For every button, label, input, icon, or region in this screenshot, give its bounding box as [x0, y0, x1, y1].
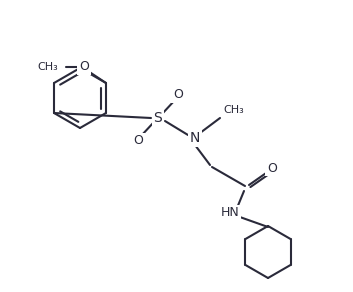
- Text: N: N: [190, 131, 200, 145]
- Text: CH₃: CH₃: [223, 105, 244, 115]
- Text: CH₃: CH₃: [37, 62, 58, 72]
- Text: HN: HN: [221, 206, 239, 220]
- Text: O: O: [133, 135, 143, 147]
- Text: O: O: [79, 60, 89, 74]
- Text: S: S: [154, 111, 162, 125]
- Text: O: O: [173, 88, 183, 102]
- Text: O: O: [267, 161, 277, 175]
